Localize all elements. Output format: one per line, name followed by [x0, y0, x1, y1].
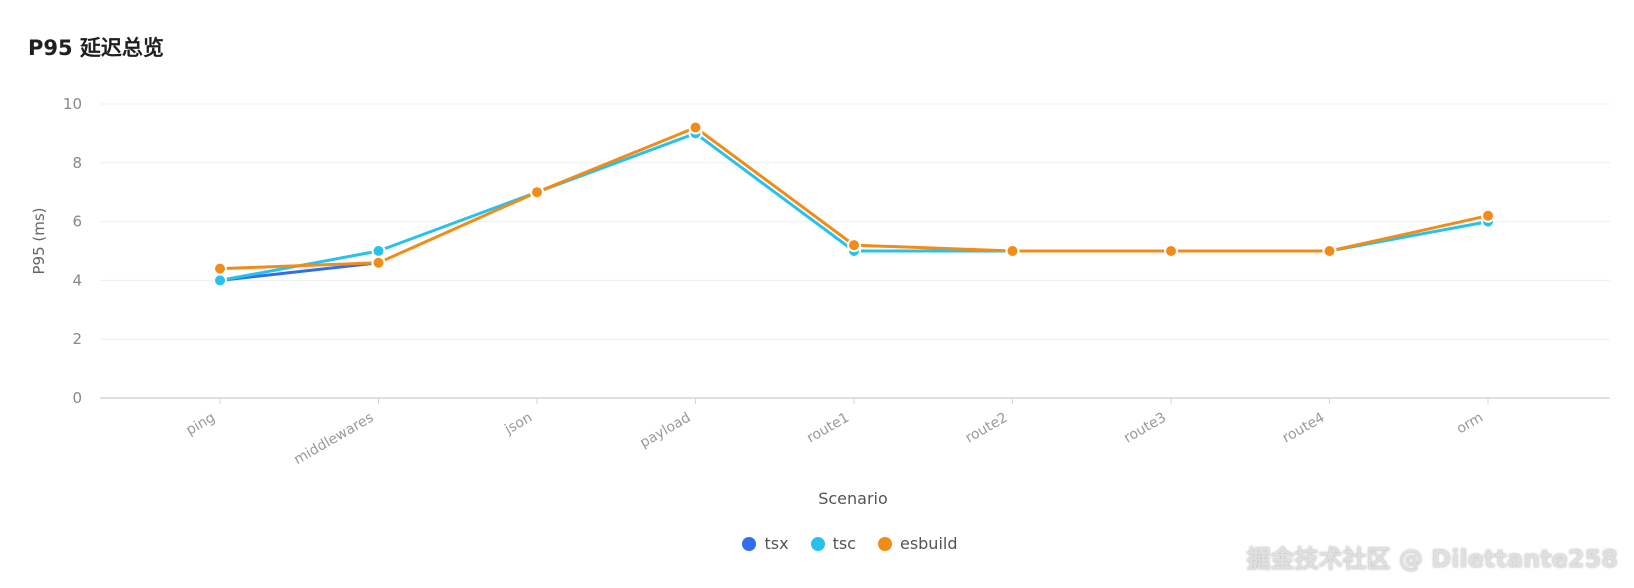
data-point-esbuild: [530, 185, 544, 200]
y-tick-label: 4: [72, 271, 82, 289]
data-point-esbuild: [213, 261, 227, 276]
legend-item-tsc[interactable]: tsc: [810, 534, 856, 553]
legend-dot-icon: [877, 536, 892, 551]
legend-item-esbuild[interactable]: esbuild: [877, 534, 958, 553]
x-tick-label: route3: [1121, 410, 1169, 447]
y-tick-label: 2: [72, 330, 82, 348]
series-line-tsx: [218, 261, 380, 282]
x-tick-label: middlewares: [291, 410, 376, 468]
data-point-esbuild: [1481, 208, 1495, 223]
watermark: 掘金技术社区 @ Dilettante258: [1246, 545, 1618, 573]
data-point-tsc: [213, 273, 227, 288]
data-point-esbuild: [847, 238, 861, 253]
y-tick-label: 6: [72, 213, 82, 231]
series-line-tsc: [218, 131, 1490, 282]
data-point-esbuild: [1005, 244, 1020, 258]
legend-item-tsx[interactable]: tsx: [742, 534, 789, 553]
x-tick-label: route1: [804, 410, 852, 447]
series-layer: [213, 120, 1495, 288]
y-tick-label: 0: [72, 389, 82, 407]
legend-label: tsx: [764, 534, 789, 553]
y-axis-label: P95 (ms): [30, 207, 48, 274]
data-point-esbuild: [1322, 244, 1337, 258]
data-point-esbuild: [371, 255, 386, 270]
x-tick-label: orm: [1454, 410, 1486, 438]
grid-layer: [100, 103, 1610, 340]
x-tick-label: payload: [637, 410, 693, 452]
legend-label: esbuild: [899, 534, 958, 553]
axis-layer: 0 2 4 6 8 10 ping middlewares json payload route1 r…: [63, 95, 1610, 468]
legend-label: tsc: [832, 534, 856, 553]
legend-dot-icon: [742, 536, 757, 551]
data-point-tsc: [371, 244, 386, 258]
x-tick-label: route2: [963, 410, 1011, 447]
x-tick-label: ping: [184, 410, 218, 439]
x-axis-label: Scenario: [818, 489, 888, 508]
data-point-esbuild: [1164, 244, 1178, 258]
y-tick-label: 8: [72, 154, 82, 172]
legend: tsx tsc esbuild: [0, 534, 1634, 553]
y-tick-label: 10: [63, 95, 82, 113]
data-point-esbuild: [688, 120, 703, 135]
chart-title: P95 延迟总览: [28, 36, 164, 60]
legend-dot-icon: [810, 536, 825, 551]
x-tick-label: route4: [1280, 410, 1328, 447]
x-tick-label: json: [501, 410, 535, 439]
